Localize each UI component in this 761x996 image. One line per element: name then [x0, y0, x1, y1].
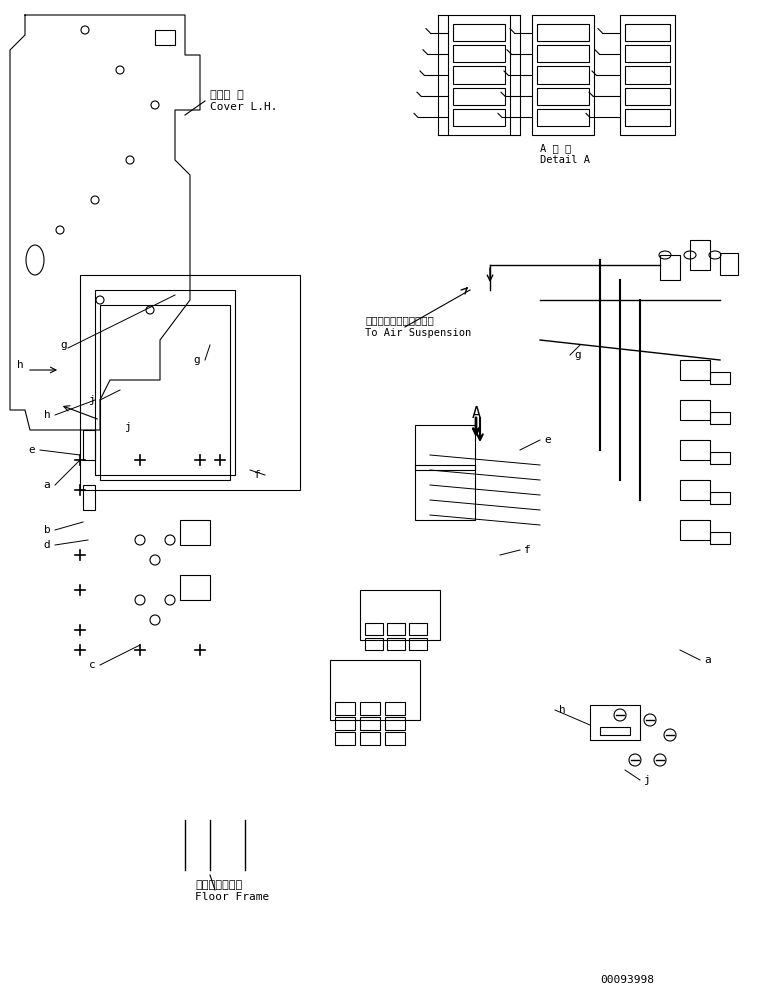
Text: e: e	[29, 445, 35, 455]
Bar	[680, 400, 710, 420]
Bar	[360, 590, 440, 640]
Bar	[532, 15, 594, 135]
Bar	[409, 623, 427, 635]
Bar	[387, 623, 405, 635]
Text: g: g	[193, 355, 200, 365]
Text: a: a	[43, 480, 50, 490]
Text: f: f	[253, 470, 260, 480]
Text: Detail A: Detail A	[540, 155, 590, 165]
Bar	[360, 732, 380, 745]
Text: h: h	[559, 705, 565, 715]
Bar	[590, 705, 640, 740]
Text: g: g	[60, 340, 67, 350]
Bar	[453, 88, 505, 105]
Bar	[660, 255, 680, 280]
Bar	[335, 732, 355, 745]
Bar	[453, 109, 505, 126]
Bar	[625, 109, 670, 126]
Bar	[80, 275, 300, 490]
Text: A 詳 細: A 詳 細	[540, 143, 572, 153]
Bar	[720, 253, 738, 275]
Bar	[448, 15, 510, 135]
Bar	[710, 492, 730, 504]
Bar	[600, 727, 630, 735]
Text: j: j	[644, 775, 651, 785]
Bar	[537, 45, 589, 63]
Bar	[710, 452, 730, 464]
Bar	[95, 290, 235, 475]
Bar	[537, 67, 589, 84]
Text: a: a	[704, 655, 711, 665]
Bar	[710, 412, 730, 424]
Bar	[385, 732, 405, 745]
Bar	[180, 520, 210, 545]
Bar	[680, 440, 710, 460]
Text: f: f	[524, 545, 530, 555]
Bar	[620, 15, 675, 135]
Bar	[330, 660, 420, 720]
Text: b: b	[43, 525, 50, 535]
Bar	[453, 67, 505, 84]
Bar	[453, 24, 505, 41]
Bar	[710, 532, 730, 544]
Bar	[385, 702, 405, 715]
Bar	[387, 638, 405, 650]
Text: e: e	[544, 435, 551, 445]
Bar	[625, 45, 670, 63]
Bar	[625, 88, 670, 105]
Bar	[385, 717, 405, 730]
Bar	[625, 24, 670, 41]
Text: 00093998: 00093998	[600, 975, 654, 985]
Text: フロアフレーム: フロアフレーム	[195, 880, 242, 890]
Text: j: j	[125, 422, 132, 432]
Text: エアーサスペンションへ: エアーサスペンションへ	[365, 315, 434, 325]
Bar	[360, 717, 380, 730]
Text: d: d	[43, 540, 50, 550]
Text: j: j	[88, 395, 95, 405]
Text: c: c	[88, 660, 95, 670]
Bar	[537, 109, 589, 126]
Bar	[365, 623, 383, 635]
Text: Floor Frame: Floor Frame	[195, 892, 269, 902]
Bar	[415, 425, 475, 470]
Bar	[365, 638, 383, 650]
Bar	[625, 67, 670, 84]
Bar	[537, 24, 589, 41]
Bar	[155, 30, 175, 45]
Text: To Air Suspension: To Air Suspension	[365, 328, 471, 338]
Bar	[453, 45, 505, 63]
Text: h: h	[43, 410, 50, 420]
Bar	[710, 372, 730, 384]
Text: Cover L.H.: Cover L.H.	[210, 102, 278, 112]
Text: h: h	[17, 360, 24, 370]
Bar	[335, 702, 355, 715]
Bar	[335, 717, 355, 730]
Bar	[409, 638, 427, 650]
Bar	[83, 430, 95, 460]
Bar	[100, 305, 230, 480]
Text: A: A	[471, 405, 480, 420]
Bar	[680, 360, 710, 380]
Bar	[690, 240, 710, 270]
Bar	[680, 480, 710, 500]
Bar	[360, 702, 380, 715]
Text: カバー 左: カバー 左	[210, 90, 244, 100]
Bar	[83, 485, 95, 510]
Bar	[415, 465, 475, 520]
Bar	[537, 88, 589, 105]
Bar	[680, 520, 710, 540]
Text: g: g	[574, 350, 581, 360]
Bar	[180, 575, 210, 600]
